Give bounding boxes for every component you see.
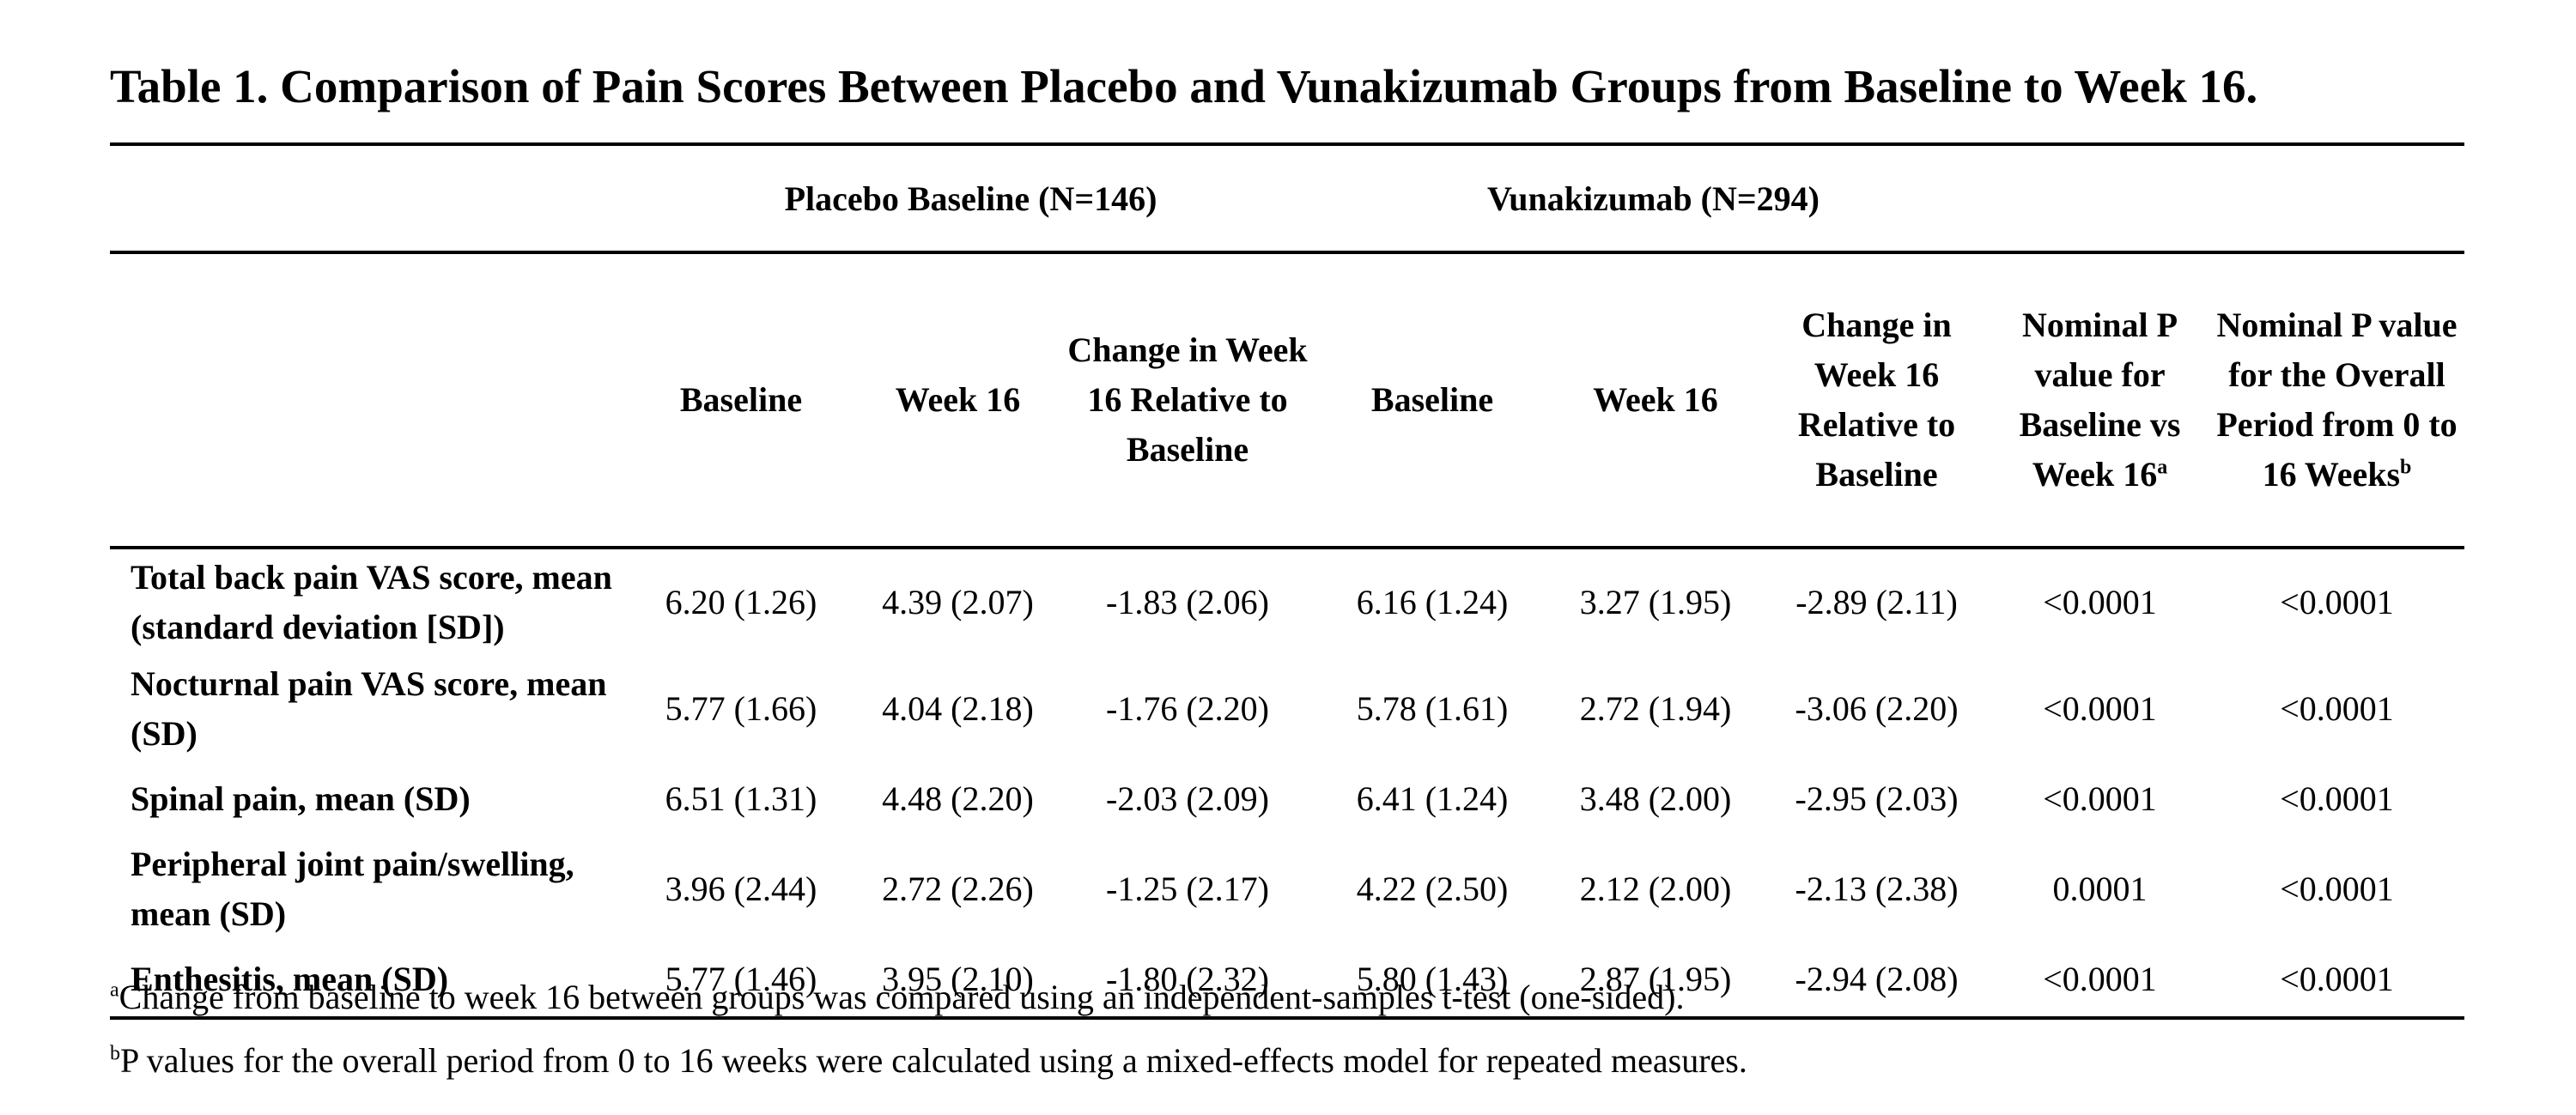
placebo-group-label: Placebo Baseline (N=146) (784, 179, 1157, 218)
header-placebo-week16: Week 16 (857, 251, 1059, 549)
cell-p-baseline-vs-week16: 0.0001 (2052, 870, 2148, 908)
cell-vuna-change: -2.94 (2.08) (1763, 942, 1991, 1020)
cell-placebo-baseline: 6.20 (1.26) (665, 583, 817, 621)
cell-placebo-change: -1.76 (2.20) (1106, 689, 1269, 728)
table-row: Spinal pain, mean (SD) 6.51 (1.31) 4.48 … (110, 762, 2464, 836)
cell-vuna-change: -2.95 (2.03) (1795, 779, 1959, 818)
cell-p-baseline-vs-week16: <0.0001 (1990, 942, 2210, 1020)
cell-placebo-baseline: 5.77 (1.46) (625, 942, 857, 1020)
cell-placebo-week16: 3.95 (2.10) (857, 942, 1059, 1020)
cell-p-baseline-vs-week16: <0.0001 (2043, 779, 2157, 818)
footnote-marker-b: b (2400, 456, 2412, 479)
cell-p-overall: <0.0001 (2280, 870, 2394, 908)
cell-vuna-baseline: 6.41 (1.24) (1356, 779, 1509, 818)
empty-group-cell (2209, 142, 2465, 252)
row-label: Spinal pain, mean (SD) (131, 779, 471, 818)
cell-placebo-change: -1.25 (2.17) (1106, 870, 1269, 908)
header-vuna-week16: Week 16 (1548, 251, 1764, 549)
footnote-b-text: P values for the overall period from 0 t… (120, 1041, 1747, 1080)
cell-vuna-week16: 2.87 (1.95) (1548, 942, 1764, 1020)
cell-vuna-baseline: 4.22 (2.50) (1356, 870, 1509, 908)
table-row: Enthesitis, mean (SD) 5.77 (1.46) 3.95 (… (110, 942, 2465, 1020)
cell-placebo-baseline: 3.96 (2.44) (665, 870, 817, 908)
cell-placebo-change: -1.83 (2.06) (1106, 583, 1269, 621)
footnote-marker-a: a (2157, 456, 2168, 479)
cell-p-overall: <0.0001 (2280, 779, 2394, 818)
cell-vuna-week16: 3.48 (2.00) (1579, 779, 1732, 818)
header-placebo-change: Change in Week 16 Relative to Baseline (1059, 251, 1317, 549)
empty-header-cell (110, 251, 625, 549)
cell-vuna-week16: 2.12 (2.00) (1579, 870, 1732, 908)
header-p2-text: Nominal P value for the Overall Period f… (2216, 306, 2458, 494)
empty-group-cell (1990, 142, 2210, 252)
row-label: Peripheral joint pain/swelling, mean (SD… (131, 845, 574, 933)
header-vuna-change: Change in Week 16 Relative to Baseline (1763, 251, 1991, 549)
cell-placebo-change: -1.80 (2.32) (1059, 942, 1317, 1020)
empty-corner-cell (110, 142, 625, 252)
footnote-a-marker: a (110, 979, 119, 1002)
footnote-a: aChange from baseline to week 16 between… (110, 977, 1684, 1017)
cell-p-overall: <0.0001 (2280, 583, 2394, 621)
vunakizumab-group-label: Vunakizumab (N=294) (1487, 179, 1820, 218)
pain-scores-table: Placebo Baseline (N=146) Vunakizumab (N=… (110, 142, 2465, 1020)
table-row: Peripheral joint pain/swelling, mean (SD… (110, 836, 2464, 942)
cell-p-baseline-vs-week16: <0.0001 (2043, 689, 2157, 728)
row-label: Total back pain VAS score, mean (standar… (131, 558, 612, 646)
cell-vuna-week16: 3.27 (1.95) (1579, 583, 1732, 621)
cell-placebo-change: -2.03 (2.09) (1106, 779, 1269, 818)
cell-p-overall: <0.0001 (2280, 689, 2394, 728)
cell-vuna-baseline: 6.16 (1.24) (1356, 583, 1509, 621)
cell-placebo-baseline: 5.77 (1.66) (665, 689, 817, 728)
vunakizumab-group-header: Vunakizumab (N=294) (1316, 142, 1991, 252)
cell-vuna-week16: 2.72 (1.94) (1579, 689, 1732, 728)
footnote-b-marker: b (110, 1042, 120, 1065)
cell-vuna-change: -2.89 (2.11) (1795, 583, 1958, 621)
row-label: Nocturnal pain VAS score, mean (SD) (131, 664, 607, 753)
table-title: Table 1. Comparison of Pain Scores Betwe… (110, 60, 2258, 112)
header-p-baseline-vs-week16: Nominal P value for Baseline vs Week 16a (1990, 251, 2210, 549)
header-placebo-baseline: Baseline (625, 251, 857, 549)
cell-vuna-baseline: 5.80 (1.43) (1316, 942, 1549, 1020)
cell-vuna-change: -3.06 (2.20) (1795, 689, 1959, 728)
cell-p-overall: <0.0001 (2209, 942, 2465, 1020)
cell-vuna-baseline: 5.78 (1.61) (1356, 689, 1509, 728)
table-row: Total back pain VAS score, mean (standar… (110, 548, 2464, 656)
cell-placebo-baseline: 6.51 (1.31) (665, 779, 817, 818)
header-p1-text: Nominal P value for Baseline vs Week 16 (2019, 306, 2181, 494)
cell-placebo-week16: 4.48 (2.20) (882, 779, 1034, 818)
row-label: Enthesitis, mean (SD) (110, 942, 625, 1020)
footnote-a-text: Change from baseline to week 16 between … (118, 978, 1685, 1016)
footnote-b: bP values for the overall period from 0 … (110, 1040, 1747, 1081)
table-row: Nocturnal pain VAS score, mean (SD) 5.77… (110, 656, 2464, 762)
group-header-row: Placebo Baseline (N=146) Vunakizumab (N=… (110, 142, 2465, 252)
cell-p-baseline-vs-week16: <0.0001 (2043, 583, 2157, 621)
cell-placebo-week16: 4.39 (2.07) (882, 583, 1034, 621)
column-header-row: Baseline Week 16 Change in Week 16 Relat… (110, 251, 2465, 549)
header-vuna-baseline: Baseline (1316, 251, 1549, 549)
cell-placebo-week16: 2.72 (2.26) (882, 870, 1034, 908)
cell-placebo-week16: 4.04 (2.18) (882, 689, 1034, 728)
cell-vuna-change: -2.13 (2.38) (1795, 870, 1959, 908)
placebo-group-header: Placebo Baseline (N=146) (625, 142, 1317, 252)
header-p-overall: Nominal P value for the Overall Period f… (2209, 251, 2465, 549)
